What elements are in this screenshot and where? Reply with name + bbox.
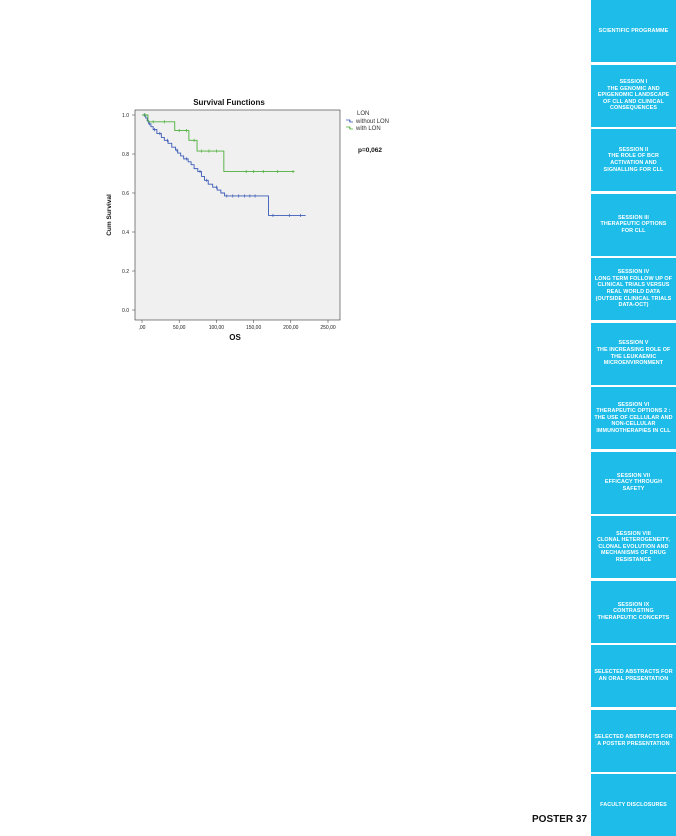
y-tick-label: 0.2 <box>122 269 129 275</box>
plot-area <box>134 109 341 321</box>
y-tick-label: 0.0 <box>122 308 129 314</box>
survival-chart-svg: Survival Functions 0.0 0.2 0.4 0.6 0.8 1.0 ,0… <box>106 98 389 342</box>
y-tick-label: 0.8 <box>122 152 129 158</box>
legend-swatch <box>346 126 353 130</box>
sidebar-item-session-3[interactable]: SESSION III THERAPEUTIC OPTIONS FOR CLL <box>591 193 676 256</box>
legend-swatch <box>346 119 353 123</box>
sidebar-item-faculty-disclosures[interactable]: FACULTY DISCLOSURES <box>591 774 676 836</box>
p-value-annotation: p=0,062 <box>358 147 382 154</box>
sidebar-item-session-4[interactable]: SESSION IV LONG TERM FOLLOW UP OF CLINIC… <box>591 258 676 320</box>
sidebar-navigation: SCIENTIFIC PROGRAMME SESSION I THE GENOM… <box>591 0 676 836</box>
x-tick-label: 100,00 <box>209 325 225 331</box>
survival-curve-without-lon <box>142 114 306 216</box>
sidebar-item-session-9[interactable]: SESSION IX CONTRASTING THERAPEUTIC CONCE… <box>591 580 676 643</box>
x-tick-label: ,00 <box>139 325 146 331</box>
legend-entry-label: with LON <box>355 126 381 132</box>
x-tick-label: 200,00 <box>283 325 299 331</box>
sidebar-item-session-8[interactable]: SESSION VIII CLONAL HETEROGENEITY, CLONA… <box>591 516 676 578</box>
y-axis-label: Cum Survival <box>106 194 113 236</box>
sidebar-item-session-7[interactable]: SESSION VII EFFICACY THROUGH SAFETY <box>591 451 676 514</box>
sidebar-item-scientific-programme[interactable]: SCIENTIFIC PROGRAMME <box>591 0 676 62</box>
sidebar-item-session-2[interactable]: SESSION II THE ROLE OF BCR ACTIVATION AN… <box>591 129 676 191</box>
sidebar-item-session-1[interactable]: SESSION I THE GENOMIC AND EPIGENOMIC LAN… <box>591 64 676 127</box>
legend-entry-label: without LON <box>355 119 389 125</box>
x-tick-label: 150,00 <box>246 325 262 331</box>
y-axis: 0.0 0.2 0.4 0.6 0.8 1.0 <box>122 113 135 314</box>
sidebar-item-oral-abstracts[interactable]: SELECTED ABSTRACTS FOR AN ORAL PRESENTAT… <box>591 645 676 707</box>
x-tick-label: 50,00 <box>173 325 186 331</box>
y-tick-label: 1.0 <box>122 113 129 119</box>
y-tick-label: 0.4 <box>122 230 129 236</box>
y-tick-label: 0.6 <box>122 191 129 197</box>
sidebar-item-session-5[interactable]: SESSION V THE INCREASING ROLE OF THE LEU… <box>591 322 676 385</box>
x-axis-label: OS <box>229 333 241 342</box>
x-axis: ,00 50,00 100,00 150,00 200,00 250,00 <box>139 320 336 331</box>
sidebar-item-session-6[interactable]: SESSION VI THERAPEUTIC OPTIONS 2 : THE U… <box>591 387 676 449</box>
legend-title: LON <box>357 111 369 117</box>
x-tick-label: 250,00 <box>320 325 336 331</box>
survival-curve-with-lon <box>142 114 295 172</box>
poster-number-label: POSTER 37 <box>532 814 588 825</box>
sidebar-item-poster-abstracts[interactable]: SELECTED ABSTRACTS FOR A POSTER PRESENTA… <box>591 709 676 772</box>
chart-title: Survival Functions <box>193 98 265 107</box>
series-layer <box>142 113 306 218</box>
survival-chart: Survival Functions 0.0 0.2 0.4 0.6 0.8 1.0 ,0… <box>100 95 400 360</box>
